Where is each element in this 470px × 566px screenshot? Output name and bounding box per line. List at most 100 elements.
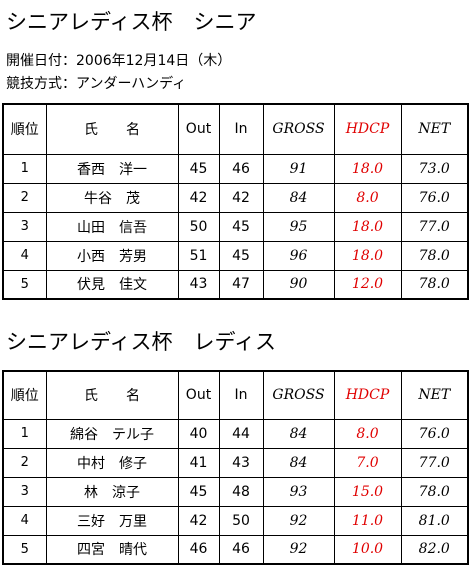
cell: 8.0 <box>333 418 402 449</box>
cell: 1 <box>2 153 47 184</box>
score-table: 順位氏 名 Out In GROSS HDCP NET 1 綿谷 テル子 40 44 84 8.0 76… <box>2 370 469 565</box>
cell: 3 <box>2 211 47 242</box>
cell: 香西 洋一 <box>45 153 179 184</box>
header-cell: GROSS <box>262 370 335 420</box>
data-row: 1 綿谷 テル子 40 44 84 8.0 76.0 <box>2 418 469 449</box>
cell: 45 <box>177 153 220 184</box>
cell: 84 <box>262 182 335 213</box>
data-row: 1 香西 洋一 45 46 91 18.0 73.0 <box>2 153 469 184</box>
info-line: 開催日付：2006年12月14日（木） <box>6 53 232 69</box>
header-cell: 氏 名 <box>45 103 179 155</box>
header-cell: In <box>218 103 264 155</box>
data-row: 4 小西 芳男 51 45 96 18.0 78.0 <box>2 240 469 271</box>
cell: 77.0 <box>400 211 469 242</box>
cell: 84 <box>262 447 335 478</box>
cell: 47 <box>218 269 264 300</box>
header-cell: GROSS <box>262 103 335 155</box>
header-cell: Out <box>177 370 220 420</box>
header-cell: HDCP <box>333 103 402 155</box>
cell: 8.0 <box>333 182 402 213</box>
data-row: 5 伏見 佳文 43 47 90 12.0 78.0 <box>2 269 469 300</box>
cell: 2 <box>2 182 47 213</box>
cell: 2 <box>2 447 47 478</box>
header-cell: HDCP <box>333 370 402 420</box>
cell: 76.0 <box>400 418 469 449</box>
data-row: 3 山田 信吾 50 45 95 18.0 77.0 <box>2 211 469 242</box>
cell: 綿谷 テル子 <box>45 418 179 449</box>
cell: 7.0 <box>333 447 402 478</box>
cell: 45 <box>218 240 264 271</box>
cell: 51 <box>177 240 220 271</box>
cell: 11.0 <box>333 505 402 536</box>
header-cell: NET <box>400 103 469 155</box>
cell: 42 <box>177 182 220 213</box>
score-table: 順位氏 名 Out In GROSS HDCP NET 1 香西 洋一 45 46 91 18.0 73… <box>2 103 469 300</box>
data-row: 4 三好 万里 42 50 92 11.0 81.0 <box>2 505 469 536</box>
cell: 92 <box>262 505 335 536</box>
cell: 46 <box>177 534 220 565</box>
cell: 伏見 佳文 <box>45 269 179 300</box>
cell: 50 <box>177 211 220 242</box>
cell: 三好 万里 <box>45 505 179 536</box>
cell: 18.0 <box>333 240 402 271</box>
cell: 91 <box>262 153 335 184</box>
data-row: 2 中村 修子 41 43 84 7.0 77.0 <box>2 447 469 478</box>
cell: 12.0 <box>333 269 402 300</box>
info-line: 競技方式：アンダーハンディ <box>6 76 187 92</box>
cell: 4 <box>2 240 47 271</box>
cell: 1 <box>2 418 47 449</box>
cell: 41 <box>177 447 220 478</box>
cell: 46 <box>218 534 264 565</box>
cell: 90 <box>262 269 335 300</box>
cell: 4 <box>2 505 47 536</box>
cell: 牛谷 茂 <box>45 182 179 213</box>
cell: 中村 修子 <box>45 447 179 478</box>
cell: 84 <box>262 418 335 449</box>
cell: 81.0 <box>400 505 469 536</box>
cell: 44 <box>218 418 264 449</box>
cell: 42 <box>177 505 220 536</box>
cell: 45 <box>177 476 220 507</box>
cell: 18.0 <box>333 211 402 242</box>
data-row: 5 四宮 晴代 46 46 92 10.0 82.0 <box>2 534 469 565</box>
cell: 48 <box>218 476 264 507</box>
cell: 43 <box>177 269 220 300</box>
cell: 78.0 <box>400 476 469 507</box>
cell: 43 <box>218 447 264 478</box>
cell: 82.0 <box>400 534 469 565</box>
cell: 73.0 <box>400 153 469 184</box>
cell: 5 <box>2 534 47 565</box>
header-cell: 氏 名 <box>45 370 179 420</box>
header-row: 順位氏 名 Out In GROSS HDCP NET <box>2 370 469 420</box>
cell: 50 <box>218 505 264 536</box>
header-cell: NET <box>400 370 469 420</box>
header-cell: 順位 <box>2 370 47 420</box>
cell: 95 <box>262 211 335 242</box>
cell: 93 <box>262 476 335 507</box>
data-row: 2 牛谷 茂 42 42 84 8.0 76.0 <box>2 182 469 213</box>
title: シニアレディス杯 レディス <box>6 330 277 354</box>
cell: 小西 芳男 <box>45 240 179 271</box>
cell: 42 <box>218 182 264 213</box>
cell: 15.0 <box>333 476 402 507</box>
header-cell: 順位 <box>2 103 47 155</box>
cell: 四宮 晴代 <box>45 534 179 565</box>
cell: 92 <box>262 534 335 565</box>
cell: 山田 信吾 <box>45 211 179 242</box>
cell: 10.0 <box>333 534 402 565</box>
cell: 5 <box>2 269 47 300</box>
cell: 76.0 <box>400 182 469 213</box>
cell: 3 <box>2 476 47 507</box>
cell: 78.0 <box>400 240 469 271</box>
cell: 77.0 <box>400 447 469 478</box>
header-cell: Out <box>177 103 220 155</box>
cell: 78.0 <box>400 269 469 300</box>
header-cell: In <box>218 370 264 420</box>
header-row: 順位氏 名 Out In GROSS HDCP NET <box>2 103 469 155</box>
cell: 18.0 <box>333 153 402 184</box>
cell: 45 <box>218 211 264 242</box>
title: シニアレディス杯 シニア <box>6 10 257 34</box>
cell: 林 涼子 <box>45 476 179 507</box>
